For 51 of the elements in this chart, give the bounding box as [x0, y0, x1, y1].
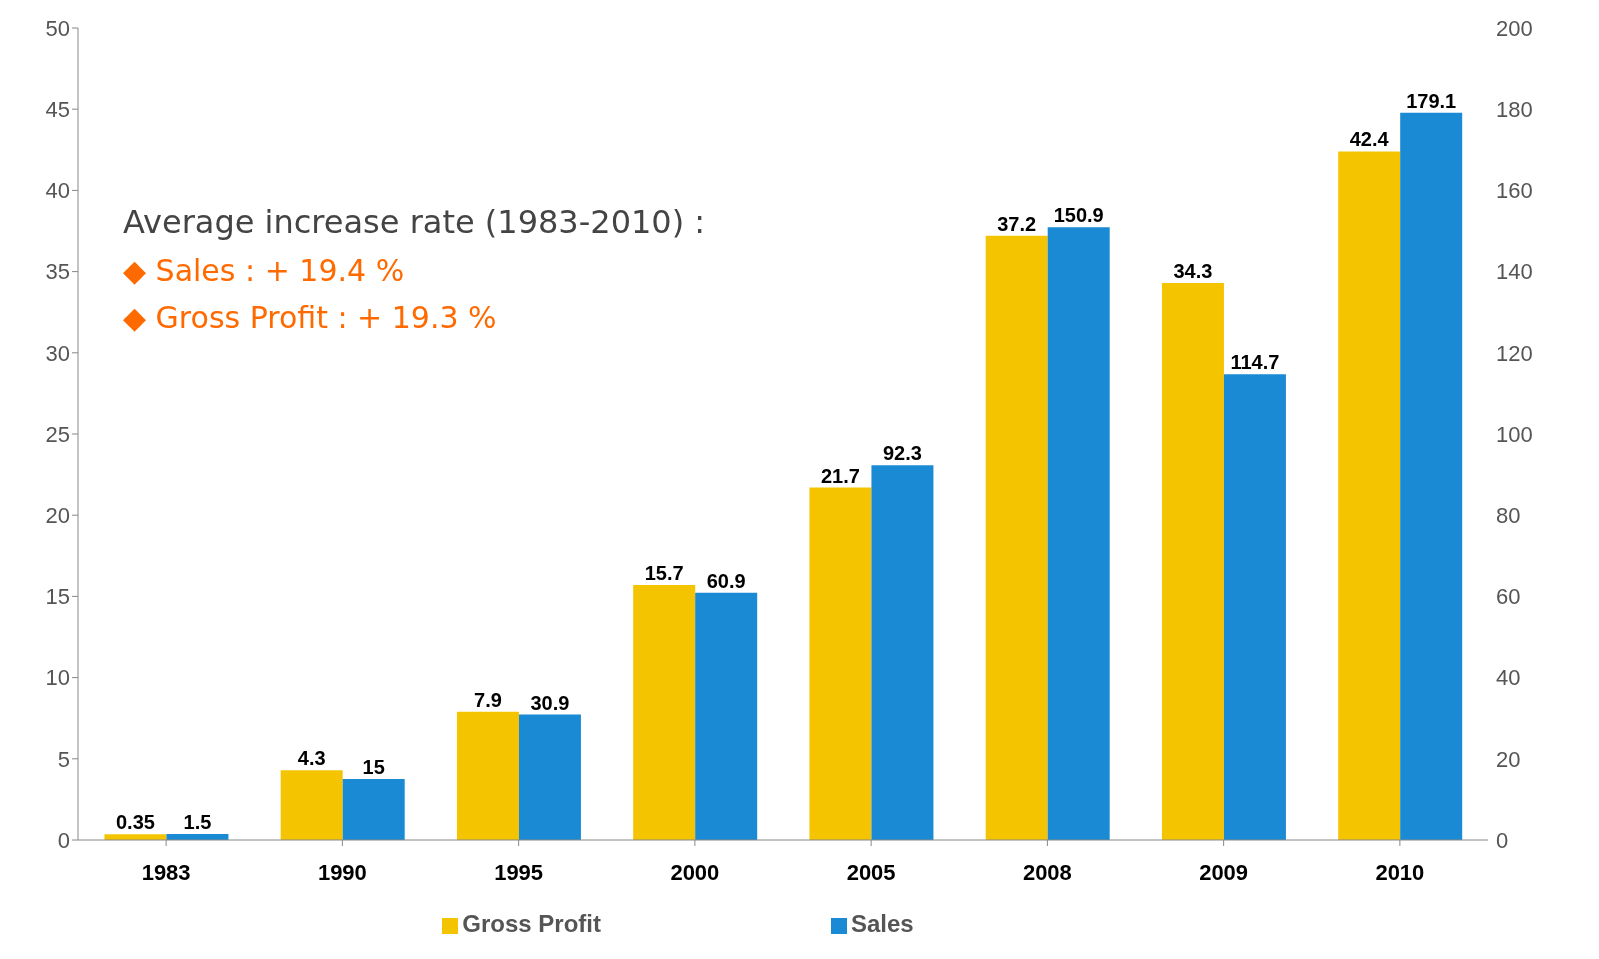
y2-tick-label: 160	[1496, 178, 1533, 204]
y-tick-label: 45	[45, 97, 70, 123]
y2-tick-label: 180	[1496, 97, 1533, 123]
annotation: ◆ Gross Profit : + 19.3 %	[123, 300, 498, 335]
y-tick-label: 40	[45, 178, 70, 204]
y2-tick-label: 140	[1496, 259, 1533, 285]
data-label: 30.9	[530, 691, 570, 714]
data-label: 179.1	[1406, 89, 1457, 112]
y-tick-label: 25	[45, 421, 70, 447]
y2-tick-label: 40	[1496, 665, 1521, 691]
x-tick-label: 2000	[670, 859, 720, 885]
annotation: Average increase rate (1983-2010) :	[123, 203, 706, 241]
x-tick-label: 2010	[1375, 859, 1425, 885]
data-label: 60.9	[706, 569, 746, 592]
x-tick-label: 2009	[1199, 859, 1249, 885]
data-label: 150.9	[1053, 204, 1104, 227]
data-label: 7.9	[474, 688, 502, 711]
x-tick-label: 1983	[141, 859, 191, 885]
data-label: 42.4	[1349, 128, 1390, 151]
data-label: 21.7	[820, 464, 860, 487]
y-tick-label: 15	[45, 584, 70, 610]
y-tick-label: 0	[57, 827, 70, 853]
y-tick-label: 50	[45, 15, 70, 41]
annotation: ◆ Sales : + 19.4 %	[123, 253, 406, 288]
y2-tick-label: 100	[1496, 421, 1533, 447]
data-label: 15	[362, 756, 385, 779]
data-label: 92.3	[882, 442, 922, 465]
y-tick-label: 10	[45, 665, 70, 691]
y2-tick-label: 80	[1496, 503, 1521, 529]
y-tick-label: 30	[45, 340, 70, 366]
data-label: 1.5	[183, 810, 212, 833]
x-tick-label: 2008	[1022, 859, 1072, 885]
x-tick-label: 2005	[846, 859, 896, 885]
legend-label: Gross Profit	[462, 910, 601, 937]
y-tick-label: 20	[45, 503, 70, 529]
data-label: 4.3	[297, 747, 326, 770]
data-label: 34.3	[1173, 259, 1213, 282]
y2-tick-label: 0	[1496, 827, 1509, 853]
data-label: 15.7	[644, 562, 684, 585]
y2-tick-label: 120	[1496, 340, 1533, 366]
data-label: 114.7	[1230, 351, 1280, 374]
data-label: 37.2	[997, 212, 1037, 235]
legend-label: Sales	[850, 910, 914, 937]
data-label: 0.35	[115, 811, 155, 834]
y-tick-label: 35	[45, 259, 70, 285]
x-tick-label: 1995	[494, 859, 544, 885]
y2-tick-label: 60	[1496, 584, 1521, 610]
y2-tick-label: 20	[1496, 746, 1521, 772]
x-tick-label: 1990	[317, 859, 367, 885]
y-tick-label: 5	[57, 746, 70, 772]
y2-tick-label: 200	[1496, 15, 1533, 41]
